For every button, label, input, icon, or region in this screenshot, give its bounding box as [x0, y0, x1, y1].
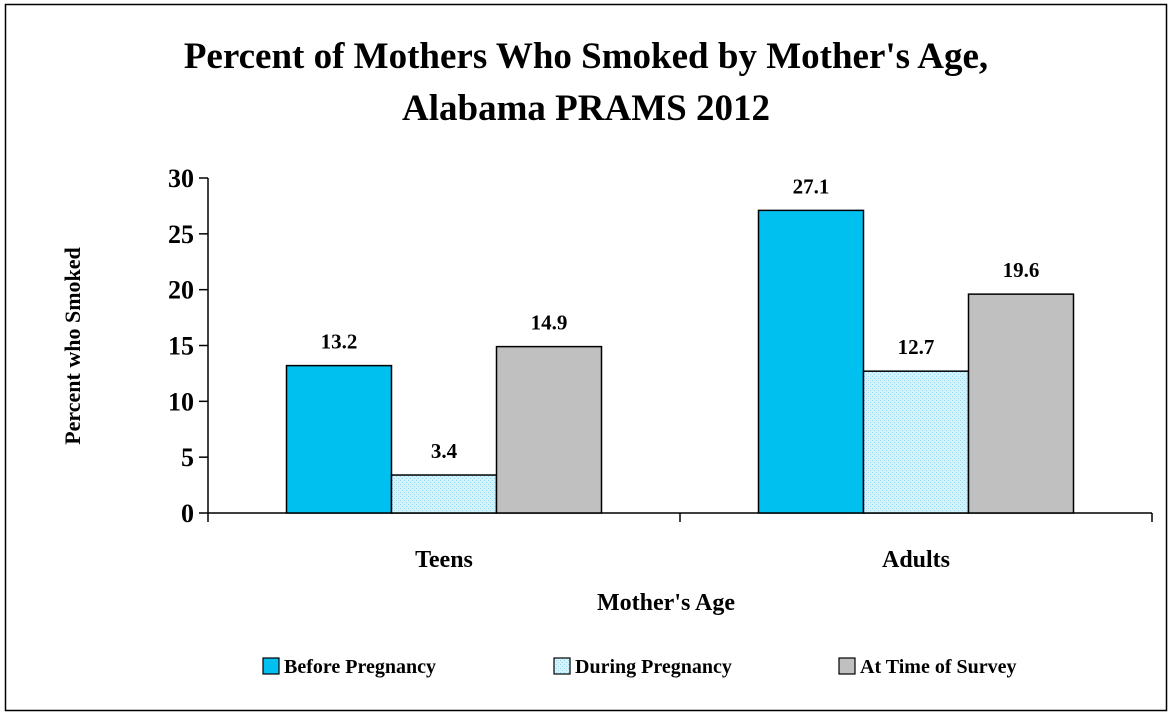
bar: [285, 364, 393, 514]
y-tick-label: 0: [181, 499, 194, 528]
y-axis-label: Percent who Smoked: [60, 247, 85, 445]
data-label: 14.9: [531, 311, 568, 335]
legend-label: During Pregnancy: [575, 656, 732, 678]
data-label: 3.4: [431, 439, 458, 463]
data-label: 12.7: [898, 335, 935, 359]
data-label: 19.6: [1003, 258, 1040, 282]
bar: [495, 345, 603, 514]
data-label: 13.2: [321, 330, 358, 354]
bar: [967, 293, 1075, 514]
y-tick-label: 30: [168, 164, 194, 193]
bar: [862, 370, 970, 514]
legend-swatch: [262, 657, 280, 675]
legend-swatch: [553, 657, 571, 675]
legend-label: Before Pregnancy: [284, 656, 436, 678]
x-tick-label: Teens: [415, 547, 473, 573]
y-tick-label: 5: [181, 443, 194, 472]
bar: [390, 474, 498, 514]
legend-swatch: [838, 657, 856, 675]
bars: [285, 209, 1075, 514]
y-tick-label: 25: [168, 220, 194, 249]
x-axis-label: Mother's Age: [597, 590, 735, 616]
y-axis: 0 5 10 15 20 25 30: [168, 164, 209, 528]
chart-title-line-2: Alabama PRAMS 2012: [402, 88, 770, 129]
bar: [757, 209, 865, 514]
data-label: 27.1: [793, 174, 830, 198]
legend-label: At Time of Survey: [860, 656, 1016, 678]
chart-title-line-1: Percent of Mothers Who Smoked by Mother'…: [184, 36, 988, 77]
y-tick-label: 15: [168, 332, 194, 361]
legend: Before Pregnancy During Pregnancy At Time …: [262, 656, 1016, 678]
y-tick-label: 10: [168, 387, 194, 416]
data-labels: 13.2 3.4 14.9 27.1 12.7 19.6: [321, 174, 1040, 463]
x-tick-label: Adults: [882, 547, 950, 573]
y-tick-label: 20: [168, 276, 194, 305]
